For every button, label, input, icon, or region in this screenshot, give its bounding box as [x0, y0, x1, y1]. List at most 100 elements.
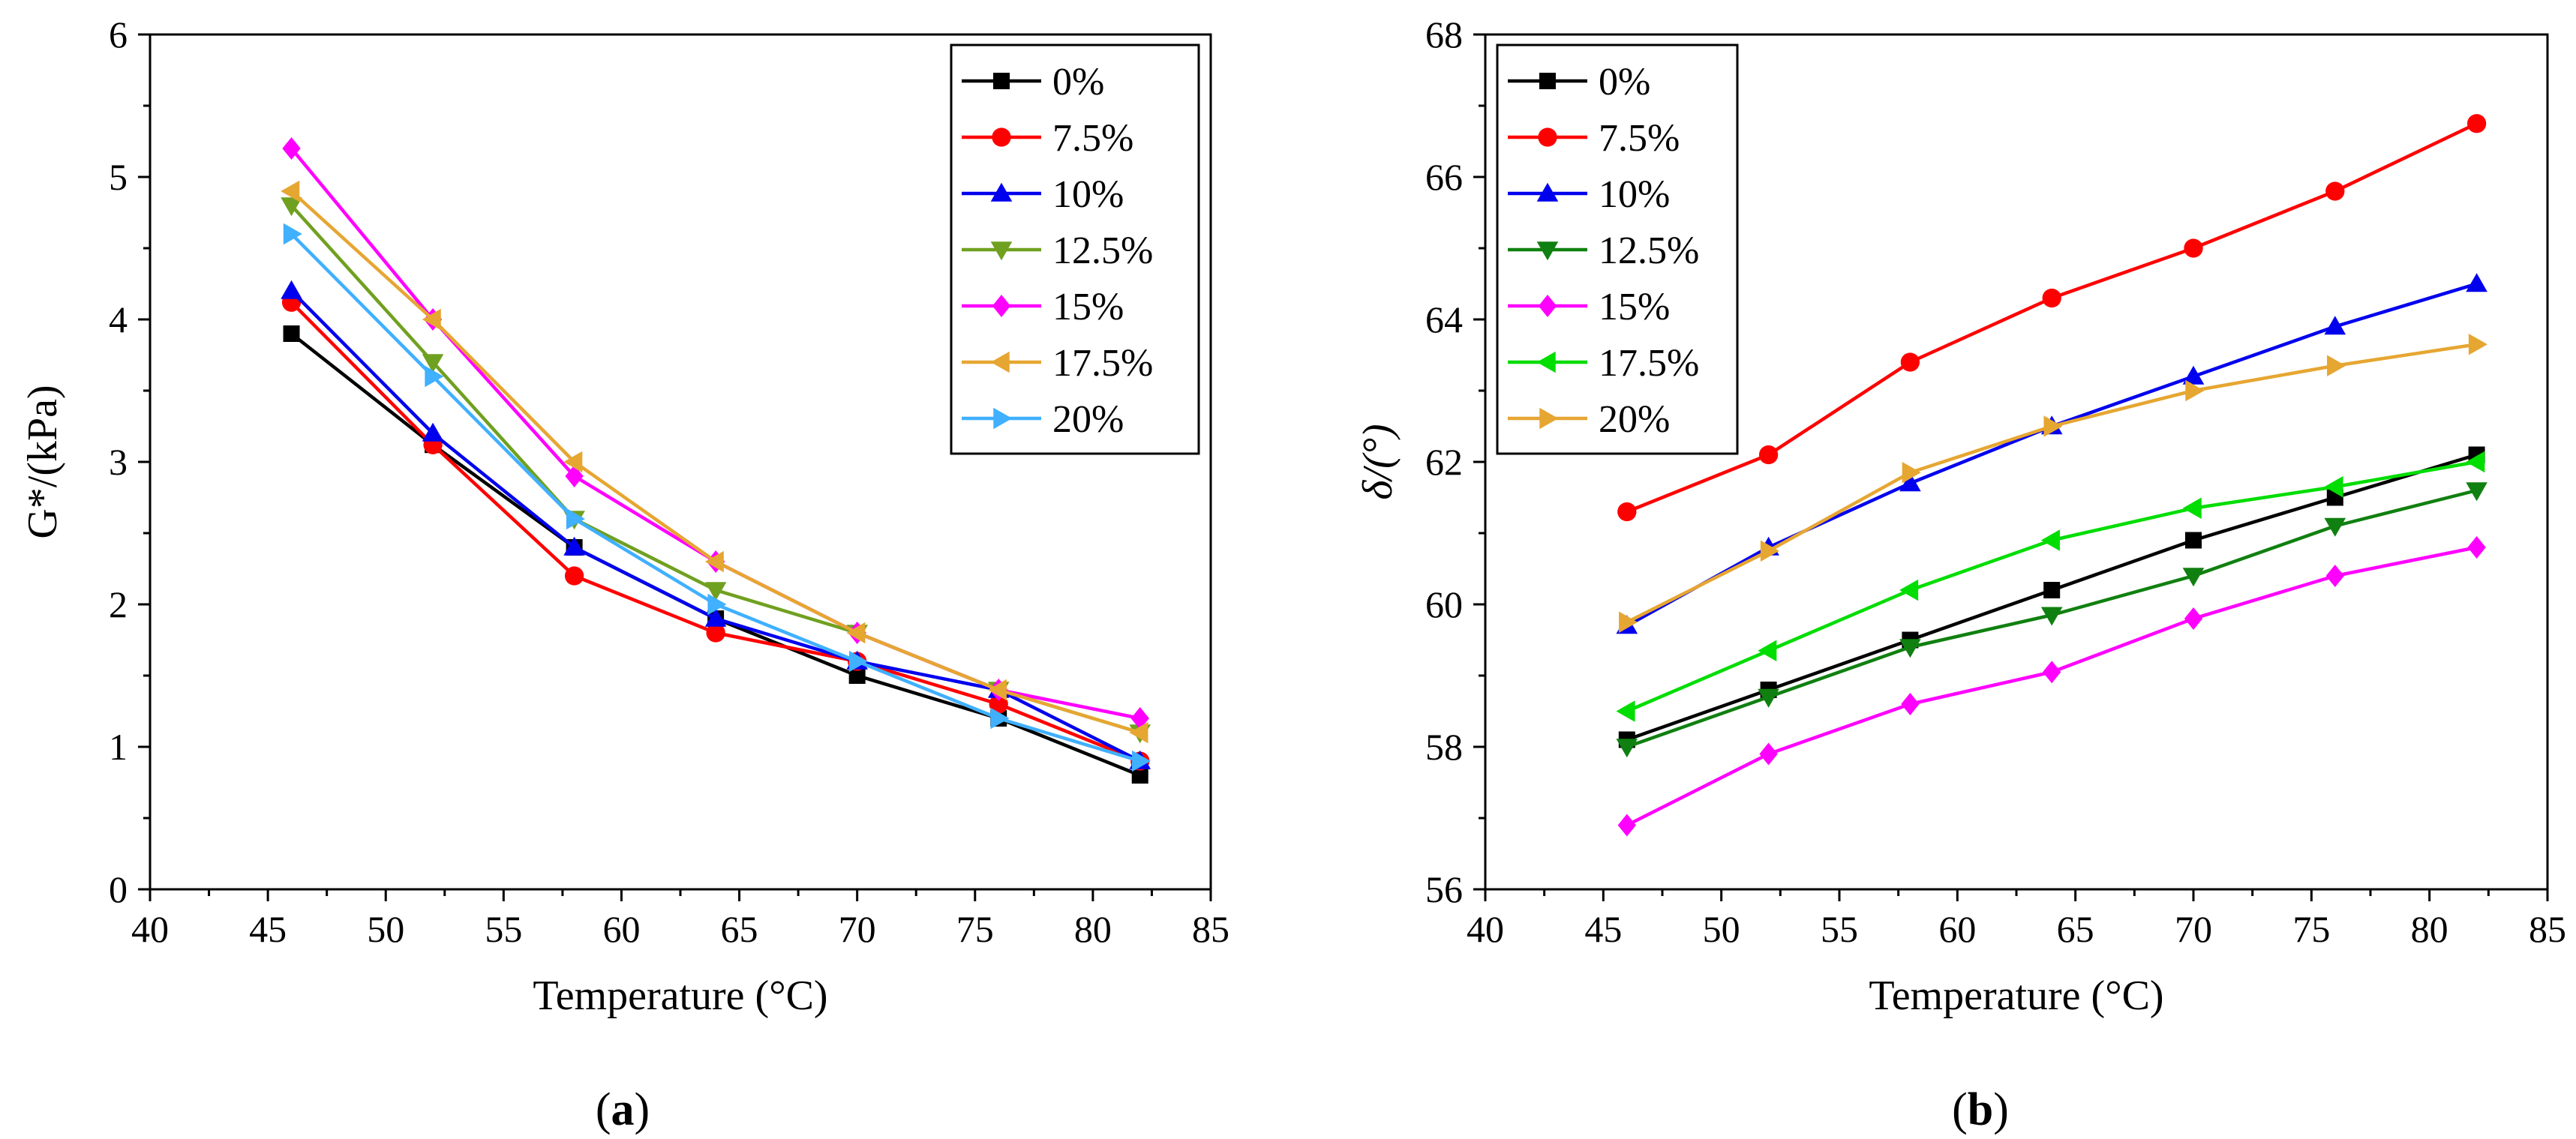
- data-point: [1759, 742, 1778, 766]
- legend-marker: [1538, 294, 1557, 318]
- x-tick-label: 50: [1703, 908, 1740, 950]
- series-line: [1626, 121, 2478, 514]
- data-point: [2042, 288, 2061, 308]
- data-point: [422, 308, 441, 331]
- panel-label: (a): [596, 1084, 650, 1135]
- data-point: [1901, 692, 1920, 716]
- data-point: [990, 707, 1010, 730]
- legend-label: 10%: [1599, 173, 1670, 216]
- data-point: [1617, 502, 1637, 522]
- data-point: [987, 679, 1007, 701]
- data-point: [2324, 475, 2343, 498]
- legend-marker: [1538, 127, 1557, 147]
- data-point: [2324, 517, 2346, 537]
- legend-label: 7.5%: [1599, 117, 1680, 160]
- x-tick-label: 85: [1192, 908, 1229, 950]
- x-tick-label: 60: [1938, 908, 1976, 950]
- data-point: [2325, 181, 2345, 201]
- data-point: [283, 325, 300, 342]
- y-tick-label: 1: [109, 726, 128, 768]
- y-tick-label: 62: [1425, 441, 1463, 483]
- data-point: [1616, 739, 1638, 758]
- legend-marker: [990, 241, 1013, 261]
- legend-marker: [1539, 73, 1556, 89]
- x-tick-label: 55: [1821, 908, 1858, 950]
- legend-label: 12.5%: [1599, 229, 1699, 272]
- y-tick-label: 0: [109, 868, 128, 910]
- data-point: [281, 280, 302, 299]
- x-tick-label: 65: [721, 908, 758, 950]
- x-tick-label: 45: [249, 908, 287, 950]
- data-point: [2182, 568, 2205, 587]
- data-point: [2327, 355, 2346, 377]
- x-tick-label: 70: [839, 908, 876, 950]
- legend-label: 15%: [1052, 286, 1124, 328]
- legend-marker: [992, 127, 1011, 147]
- data-point: [422, 422, 444, 442]
- series-17.5%: [1616, 451, 2485, 722]
- data-point: [1129, 721, 1148, 744]
- data-point: [1899, 472, 1921, 492]
- data-point: [2043, 415, 2063, 437]
- x-tick-label: 40: [1467, 908, 1504, 950]
- data-point: [1619, 611, 1638, 634]
- data-point: [1758, 640, 1777, 662]
- data-point: [1902, 461, 1921, 484]
- data-point: [2185, 532, 2202, 549]
- data-point: [422, 354, 444, 373]
- data-point: [2040, 607, 2063, 626]
- data-point: [2466, 482, 2487, 502]
- x-tick-label: 70: [2175, 908, 2212, 950]
- y-tick-label: 58: [1425, 726, 1463, 768]
- data-point: [704, 607, 727, 627]
- y-tick-label: 3: [109, 441, 128, 483]
- data-point: [2043, 582, 2061, 598]
- x-tick-label: 85: [2529, 908, 2566, 950]
- data-point: [1899, 579, 1919, 601]
- x-tick-label: 80: [1074, 908, 1112, 950]
- x-tick-label: 45: [1584, 908, 1622, 950]
- legend-marker: [1536, 241, 1559, 261]
- data-point: [281, 180, 300, 202]
- data-point: [563, 451, 583, 473]
- legend-label: 17.5%: [1599, 342, 1699, 385]
- legend-marker: [1539, 407, 1559, 430]
- x-axis-label: Temperature (°C): [1869, 973, 2163, 1019]
- data-point: [2043, 661, 2061, 684]
- x-tick-label: 50: [367, 908, 404, 950]
- data-point: [848, 667, 866, 684]
- data-point: [848, 650, 868, 673]
- data-point: [2466, 451, 2485, 473]
- series-20%: [283, 223, 1151, 772]
- chart-b: 40 45 50 55 60 65 70 75 80 85 56 58 60 62 64 66 68 Temper…: [1355, 13, 2566, 1135]
- data-point: [2325, 564, 2344, 588]
- series-10%: [1616, 273, 2487, 634]
- legend: 0% 7.5% 10% 12.5% 15% 17.5% 20%: [1496, 43, 1739, 455]
- y-axis-label: δ/(°): [1355, 424, 1401, 499]
- legend: 0% 7.5% 10% 12.5% 15% 17.5% 20%: [950, 43, 1200, 455]
- legend-marker: [993, 73, 1010, 89]
- legend-marker: [990, 182, 1013, 202]
- y-tick-label: 2: [109, 583, 128, 625]
- data-point: [989, 694, 1008, 714]
- legend-label: 10%: [1052, 173, 1124, 216]
- y-tick-label: 5: [109, 156, 128, 198]
- x-tick-label: 80: [2411, 908, 2448, 950]
- data-point: [707, 593, 727, 616]
- data-point: [1758, 445, 1779, 465]
- y-tick-label: 4: [109, 298, 128, 340]
- data-point: [1617, 814, 1636, 837]
- data-point: [2324, 316, 2346, 335]
- x-tick-label: 55: [485, 908, 522, 950]
- legend-label: 0%: [1052, 61, 1104, 103]
- data-point: [1758, 688, 1779, 708]
- data-point: [2184, 238, 2203, 258]
- data-point: [2182, 497, 2202, 520]
- data-point: [2466, 273, 2487, 292]
- data-point: [704, 582, 727, 601]
- legend-label: 12.5%: [1052, 229, 1153, 272]
- data-point: [2466, 114, 2487, 133]
- data-point: [2184, 607, 2203, 631]
